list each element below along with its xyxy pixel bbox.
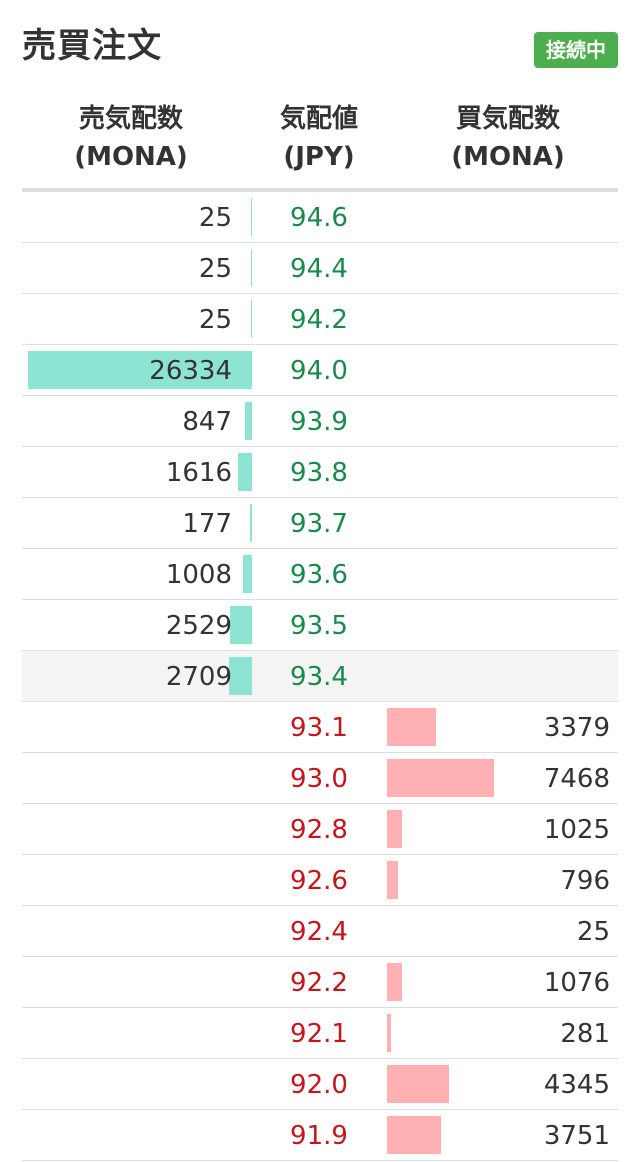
bid-qty: 4345 — [543, 1070, 610, 1100]
ask-price: 94.0 — [290, 356, 348, 386]
bid-price: 91.9 — [290, 1121, 348, 1151]
ask-volume-bar — [238, 453, 252, 491]
header: 売買注文 接続中 — [0, 0, 640, 90]
bid-qty: 1025 — [543, 815, 610, 845]
bid-price: 93.1 — [290, 713, 348, 743]
ask-price: 93.4 — [290, 662, 348, 692]
ask-volume-bar — [251, 249, 252, 287]
column-header-ask-qty-label: 売気配数 — [78, 104, 183, 134]
ask-volume-bar — [229, 657, 252, 695]
ask-price: 93.9 — [290, 407, 348, 437]
column-header-ask-qty: 売気配数 (MONA) — [22, 100, 240, 188]
order-book-table: 売気配数 (MONA) 気配値 (JPY) 買気配数 (MONA) 25 94.6… — [22, 100, 618, 1161]
bid-row[interactable]: 92.4 25 — [22, 906, 618, 957]
bid-qty: 25 — [576, 917, 610, 947]
ask-row[interactable]: 25 94.2 — [22, 294, 618, 345]
bid-volume-bar — [387, 759, 494, 797]
bid-row[interactable]: 92.6 796 — [22, 855, 618, 906]
bid-qty: 281 — [560, 1019, 610, 1049]
ask-qty: 1616 — [165, 458, 232, 488]
ask-price: 94.4 — [290, 254, 348, 284]
bid-volume-bar — [387, 708, 436, 746]
ask-qty: 25 — [198, 305, 232, 335]
bid-price: 92.8 — [290, 815, 348, 845]
bid-price: 92.1 — [290, 1019, 348, 1049]
table-header: 売気配数 (MONA) 気配値 (JPY) 買気配数 (MONA) — [22, 100, 618, 192]
ask-price: 93.5 — [290, 611, 348, 641]
bid-qty: 1076 — [543, 968, 610, 998]
ask-volume-bar — [230, 606, 252, 644]
bid-row[interactable]: 92.1 281 — [22, 1008, 618, 1059]
ask-volume-bar — [245, 402, 252, 440]
ask-volume-bar — [251, 300, 252, 338]
bid-price: 92.2 — [290, 968, 348, 998]
ask-row[interactable]: 25 94.4 — [22, 243, 618, 294]
bid-row[interactable]: 92.2 1076 — [22, 957, 618, 1008]
bid-volume-bar — [387, 810, 402, 848]
column-header-bid-qty: 買気配数 (MONA) — [398, 100, 618, 188]
ask-row[interactable]: 2709 93.4 — [22, 651, 618, 702]
ask-price: 94.2 — [290, 305, 348, 335]
bid-price: 92.4 — [290, 917, 348, 947]
ask-price: 94.6 — [290, 203, 348, 233]
ask-row[interactable]: 26334 94.0 — [22, 345, 618, 396]
ask-qty: 847 — [182, 407, 232, 437]
ask-row[interactable]: 25 94.6 — [22, 192, 618, 243]
bid-volume-bar — [387, 861, 398, 899]
bid-volume-bar — [387, 1065, 449, 1103]
ask-volume-bar — [250, 504, 252, 542]
column-header-price: 気配値 (JPY) — [240, 100, 398, 188]
bid-price: 92.6 — [290, 866, 348, 896]
bid-qty: 3379 — [543, 713, 610, 743]
column-header-ask-qty-unit: (MONA) — [74, 142, 188, 172]
ask-qty: 25 — [198, 203, 232, 233]
ask-qty: 25 — [198, 254, 232, 284]
ask-row[interactable]: 2529 93.5 — [22, 600, 618, 651]
bid-price: 92.0 — [290, 1070, 348, 1100]
bid-qty: 3751 — [543, 1121, 610, 1151]
ask-volume-bar — [28, 351, 252, 389]
ask-row[interactable]: 1616 93.8 — [22, 447, 618, 498]
bid-price: 93.0 — [290, 764, 348, 794]
table-body: 25 94.6 25 94.4 25 94.2 26334 94.0 847 93.9 1616 93… — [22, 192, 618, 1161]
bid-volume-bar — [387, 1116, 441, 1154]
status-badge: 接続中 — [534, 32, 618, 68]
ask-volume-bar — [243, 555, 252, 593]
page-title: 売買注文 — [22, 26, 162, 66]
bid-row[interactable]: 92.0 4345 — [22, 1059, 618, 1110]
bid-qty: 796 — [560, 866, 610, 896]
ask-volume-bar — [251, 198, 252, 236]
bid-volume-bar — [387, 1014, 391, 1052]
ask-row[interactable]: 1008 93.6 — [22, 549, 618, 600]
ask-qty: 2709 — [165, 662, 232, 692]
bid-row[interactable]: 93.1 3379 — [22, 702, 618, 753]
bid-qty: 7468 — [543, 764, 610, 794]
ask-row[interactable]: 847 93.9 — [22, 396, 618, 447]
bid-row[interactable]: 92.8 1025 — [22, 804, 618, 855]
column-header-bid-qty-label: 買気配数 — [455, 104, 560, 134]
ask-row[interactable]: 177 93.7 — [22, 498, 618, 549]
ask-price: 93.7 — [290, 509, 348, 539]
bid-row[interactable]: 93.0 7468 — [22, 753, 618, 804]
ask-price: 93.6 — [290, 560, 348, 590]
ask-qty: 2529 — [165, 611, 232, 641]
column-header-bid-qty-unit: (MONA) — [451, 142, 565, 172]
ask-price: 93.8 — [290, 458, 348, 488]
column-header-price-label: 気配値 — [279, 104, 358, 134]
ask-qty: 177 — [182, 509, 232, 539]
ask-qty: 1008 — [165, 560, 232, 590]
ask-qty: 26334 — [149, 356, 232, 386]
bid-volume-bar — [387, 963, 402, 1001]
column-header-price-unit: (JPY) — [283, 142, 355, 172]
